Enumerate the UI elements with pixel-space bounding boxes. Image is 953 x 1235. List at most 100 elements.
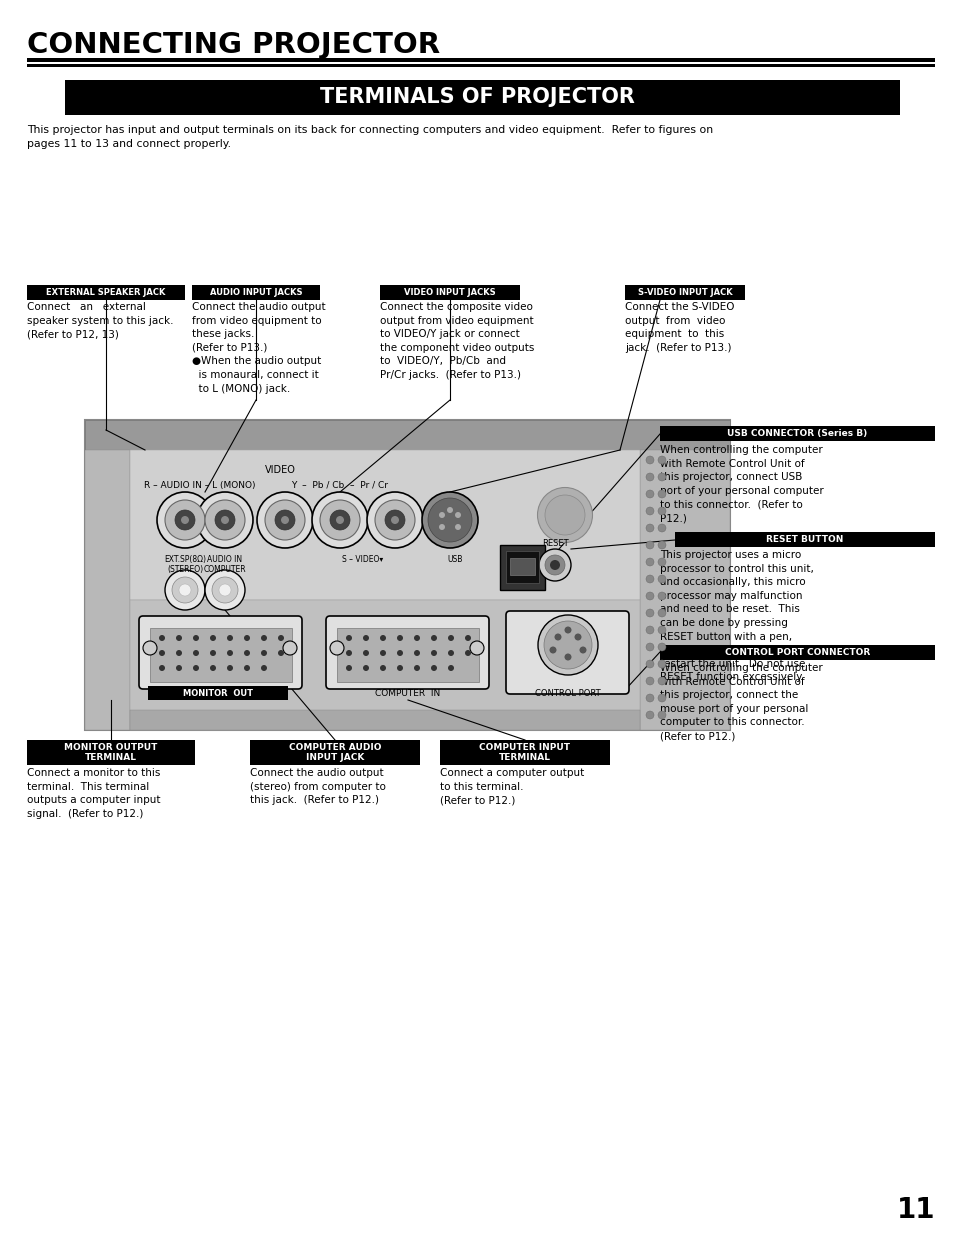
Circle shape	[330, 641, 344, 655]
Circle shape	[274, 510, 294, 530]
Text: EXT.SP(8Ω)
(STEREO): EXT.SP(8Ω) (STEREO)	[164, 555, 206, 574]
Circle shape	[281, 516, 289, 524]
Circle shape	[165, 571, 205, 610]
Circle shape	[554, 634, 561, 641]
Text: MONITOR OUTPUT
TERMINAL: MONITOR OUTPUT TERMINAL	[64, 742, 157, 762]
Circle shape	[431, 635, 436, 641]
Circle shape	[658, 524, 665, 532]
Circle shape	[179, 584, 191, 597]
Circle shape	[414, 650, 419, 656]
Text: MONITOR  OUT: MONITOR OUT	[183, 688, 253, 698]
Bar	[130, 450, 639, 730]
Bar	[439, 740, 609, 764]
Text: USB CONNECTOR (Series B): USB CONNECTOR (Series B)	[726, 429, 866, 438]
Text: AUDIO INPUT JACKS: AUDIO INPUT JACKS	[210, 288, 302, 296]
Circle shape	[212, 577, 237, 603]
Circle shape	[375, 500, 415, 540]
FancyBboxPatch shape	[505, 611, 628, 694]
Bar	[27, 740, 194, 764]
Circle shape	[448, 635, 454, 641]
Circle shape	[470, 641, 483, 655]
Text: S – VIDEO▾: S – VIDEO▾	[342, 555, 383, 564]
Circle shape	[210, 650, 215, 656]
Circle shape	[181, 516, 189, 524]
Text: AUDIO IN
COMPUTER: AUDIO IN COMPUTER	[204, 555, 246, 574]
Circle shape	[645, 558, 654, 566]
Circle shape	[227, 635, 233, 641]
Circle shape	[538, 550, 571, 580]
Bar	[85, 420, 729, 730]
Circle shape	[464, 635, 471, 641]
Circle shape	[330, 510, 350, 530]
Circle shape	[448, 650, 454, 656]
Circle shape	[346, 635, 352, 641]
Circle shape	[658, 711, 665, 719]
Circle shape	[455, 524, 460, 530]
Circle shape	[172, 577, 198, 603]
Circle shape	[379, 664, 386, 671]
Circle shape	[645, 626, 654, 634]
Circle shape	[431, 664, 436, 671]
Text: This projector has input and output terminals on its back for connecting compute: This projector has input and output term…	[27, 125, 713, 149]
Text: CONTROL PORT CONNECTOR: CONTROL PORT CONNECTOR	[724, 648, 869, 657]
Circle shape	[428, 498, 472, 542]
Circle shape	[645, 576, 654, 583]
Circle shape	[335, 516, 344, 524]
Circle shape	[448, 664, 454, 671]
Bar	[27, 58, 934, 62]
Circle shape	[658, 592, 665, 600]
Text: Connect the audio output
from video equipment to
these jacks.
(Refer to P13.)
●W: Connect the audio output from video equi…	[192, 303, 325, 394]
Circle shape	[196, 492, 253, 548]
Bar	[379, 285, 519, 300]
Circle shape	[658, 508, 665, 515]
Circle shape	[549, 646, 556, 653]
Circle shape	[165, 500, 205, 540]
Circle shape	[645, 592, 654, 600]
Circle shape	[277, 635, 284, 641]
Circle shape	[550, 559, 559, 571]
Circle shape	[219, 584, 231, 597]
Text: VIDEO: VIDEO	[264, 466, 295, 475]
Text: 11: 11	[896, 1195, 934, 1224]
Circle shape	[658, 576, 665, 583]
Text: CONTROL PORT: CONTROL PORT	[535, 688, 600, 698]
Circle shape	[227, 650, 233, 656]
Circle shape	[645, 524, 654, 532]
Circle shape	[658, 473, 665, 480]
Circle shape	[367, 492, 422, 548]
Circle shape	[244, 635, 250, 641]
Circle shape	[396, 635, 402, 641]
Circle shape	[645, 473, 654, 480]
Circle shape	[193, 635, 199, 641]
Circle shape	[658, 456, 665, 464]
Circle shape	[312, 492, 368, 548]
Circle shape	[431, 650, 436, 656]
Bar	[85, 450, 130, 730]
Circle shape	[421, 492, 477, 548]
Circle shape	[159, 664, 165, 671]
Circle shape	[537, 615, 598, 676]
Text: Connect the audio output
(stereo) from computer to
this jack.  (Refer to P12.): Connect the audio output (stereo) from c…	[250, 768, 385, 805]
Circle shape	[658, 541, 665, 550]
Circle shape	[193, 664, 199, 671]
Bar	[130, 450, 639, 600]
Circle shape	[645, 456, 654, 464]
Circle shape	[244, 664, 250, 671]
Circle shape	[658, 558, 665, 566]
Circle shape	[414, 664, 419, 671]
Circle shape	[210, 664, 215, 671]
Text: When controlling the computer
with Remote Control Unit of
this projector, connec: When controlling the computer with Remot…	[659, 663, 821, 741]
Circle shape	[261, 635, 267, 641]
Circle shape	[277, 650, 284, 656]
Circle shape	[175, 664, 182, 671]
Circle shape	[464, 650, 471, 656]
Circle shape	[414, 635, 419, 641]
Circle shape	[564, 653, 571, 661]
Text: Connect   an   external
speaker system to this jack.
(Refer to P12, 13): Connect an external speaker system to th…	[27, 303, 173, 340]
Bar	[624, 285, 744, 300]
Circle shape	[658, 694, 665, 701]
Circle shape	[159, 650, 165, 656]
Circle shape	[645, 694, 654, 701]
Circle shape	[645, 711, 654, 719]
Circle shape	[455, 513, 460, 517]
